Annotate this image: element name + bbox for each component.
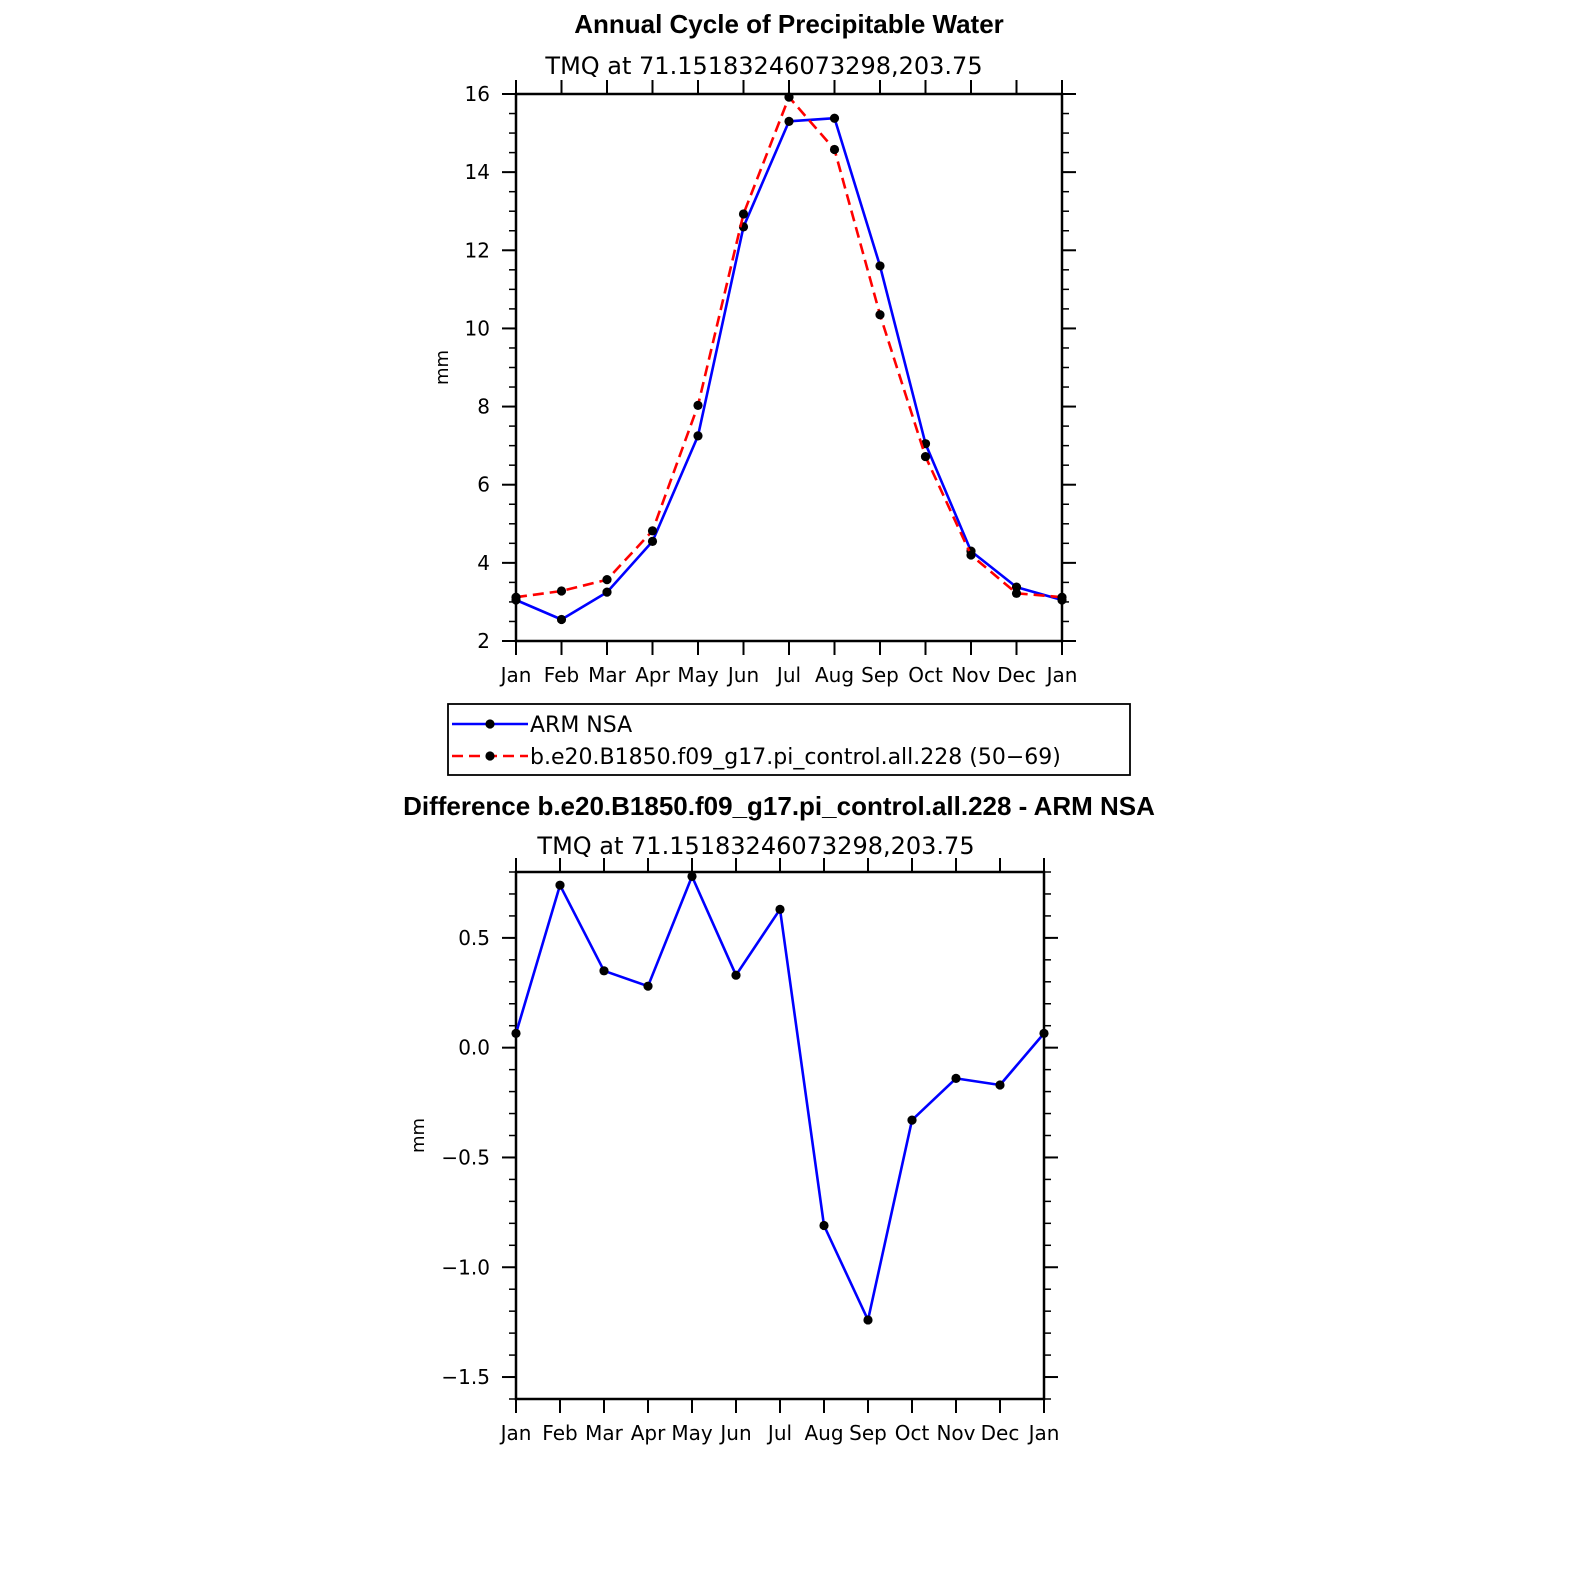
chart-subtitle: TMQ at 71.15183246073298,203.75	[536, 832, 974, 860]
x-tick-label: Sep	[861, 663, 899, 687]
legend-box	[447, 703, 1131, 776]
x-tick-label: Aug	[804, 1421, 843, 1445]
data-point-series-1	[907, 1115, 917, 1125]
y-tick-label: −1.5	[441, 1365, 490, 1389]
x-tick-label: Dec	[981, 1421, 1020, 1445]
y-tick-label: 10	[465, 316, 490, 340]
x-tick-label: Jan	[1027, 1421, 1060, 1445]
data-point-series-1	[511, 1028, 521, 1038]
data-point-series-1	[731, 970, 741, 980]
data-point-series-1	[819, 1220, 829, 1231]
y-tick-label: −0.5	[441, 1145, 490, 1169]
data-point-series-1	[555, 880, 565, 890]
data-point-series-1	[599, 966, 609, 976]
series-line-2	[515, 95, 1063, 599]
data-point-series-1	[951, 1073, 961, 1084]
x-tick-label: Apr	[631, 1421, 666, 1445]
data-point-series-2	[1057, 592, 1067, 602]
y-tick-label: 16	[465, 82, 490, 106]
y-tick-label: 8	[477, 395, 490, 419]
legend: ARM NSA b.e20.B1850.f09_g17.pi_control.al…	[447, 703, 1131, 776]
x-tick-label: Feb	[544, 663, 579, 687]
data-point-series-2	[693, 400, 703, 410]
data-point-series-1	[687, 871, 697, 881]
data-point-series-1	[995, 1080, 1005, 1090]
data-point-series-2	[738, 209, 749, 219]
data-point-series-2	[966, 550, 976, 560]
x-tick-label: Nov	[936, 1421, 975, 1445]
chart-title: Difference b.e20.B1850.f09_g17.pi_contro…	[403, 791, 1155, 821]
chart-subtitle: TMQ at 71.15183246073298,203.75	[544, 52, 982, 80]
x-tick-label: May	[677, 663, 719, 687]
y-tick-label: 6	[477, 473, 490, 497]
data-point-series-1	[643, 981, 653, 991]
data-point-series-2	[647, 526, 658, 536]
x-tick-label: Oct	[895, 1421, 930, 1445]
x-tick-label: Aug	[815, 663, 854, 687]
data-point-series-2	[875, 310, 885, 320]
x-tick-label: May	[671, 1421, 713, 1445]
data-point-series-1	[1039, 1028, 1049, 1038]
x-tick-label: Apr	[635, 663, 670, 687]
data-point-series-1	[775, 904, 785, 914]
y-axis-label: mm	[408, 1118, 429, 1153]
x-tick-label: Jul	[775, 663, 801, 687]
data-point-series-2	[556, 586, 567, 596]
data-point-series-2	[829, 144, 840, 155]
y-axis-label: mm	[432, 350, 453, 385]
series-line-1	[515, 116, 1063, 621]
x-tick-label: Jun	[726, 663, 759, 687]
legend-label-1: ARM NSA	[530, 713, 632, 738]
y-tick-label: 2	[477, 629, 490, 653]
y-tick-label: −1.0	[441, 1255, 490, 1279]
data-point-series-1	[693, 431, 703, 441]
legend-marker-1	[485, 719, 495, 729]
precipitable-water-annual-cycle-chart: Annual Cycle of Precipitable Water TMQ at…	[432, 9, 1077, 687]
y-tick-label: 0.5	[458, 926, 490, 950]
x-tick-label: Mar	[585, 1421, 624, 1445]
series-line-1	[514, 875, 1045, 1322]
x-tick-label: Feb	[542, 1421, 577, 1445]
x-tick-label: Dec	[997, 663, 1036, 687]
x-tick-label: Oct	[908, 663, 943, 687]
data-point-series-1	[556, 614, 567, 625]
x-tick-label: Jun	[718, 1421, 751, 1445]
x-tick-label: Jan	[499, 663, 532, 687]
data-point-series-1	[829, 113, 840, 123]
data-point-series-1	[875, 261, 885, 271]
data-point-series-2	[784, 92, 794, 102]
y-tick-label: 0.0	[458, 1036, 490, 1060]
legend-marker-2	[485, 751, 495, 761]
data-point-series-2	[602, 575, 612, 585]
x-tick-label: Jul	[766, 1421, 792, 1445]
legend-label-2: b.e20.B1850.f09_g17.pi_control.all.228 (…	[530, 745, 1061, 770]
x-tick-label: Sep	[849, 1421, 887, 1445]
y-tick-label: 4	[477, 551, 490, 575]
x-tick-label: Mar	[588, 663, 627, 687]
y-tick-label: 14	[465, 160, 490, 184]
x-tick-label: Jan	[499, 1421, 532, 1445]
difference-chart: Difference b.e20.B1850.f09_g17.pi_contro…	[403, 791, 1155, 1445]
data-point-series-1	[784, 116, 794, 126]
x-tick-label: Jan	[1045, 663, 1078, 687]
chart-title: Annual Cycle of Precipitable Water	[574, 9, 1004, 39]
data-point-series-1	[863, 1315, 873, 1325]
data-point-series-1	[647, 536, 658, 546]
x-tick-label: Nov	[951, 663, 990, 687]
data-point-series-2	[511, 592, 521, 602]
y-tick-label: 12	[465, 238, 490, 262]
data-point-series-2	[920, 451, 931, 462]
data-point-series-2	[1011, 588, 1022, 598]
data-point-series-1	[602, 587, 612, 597]
